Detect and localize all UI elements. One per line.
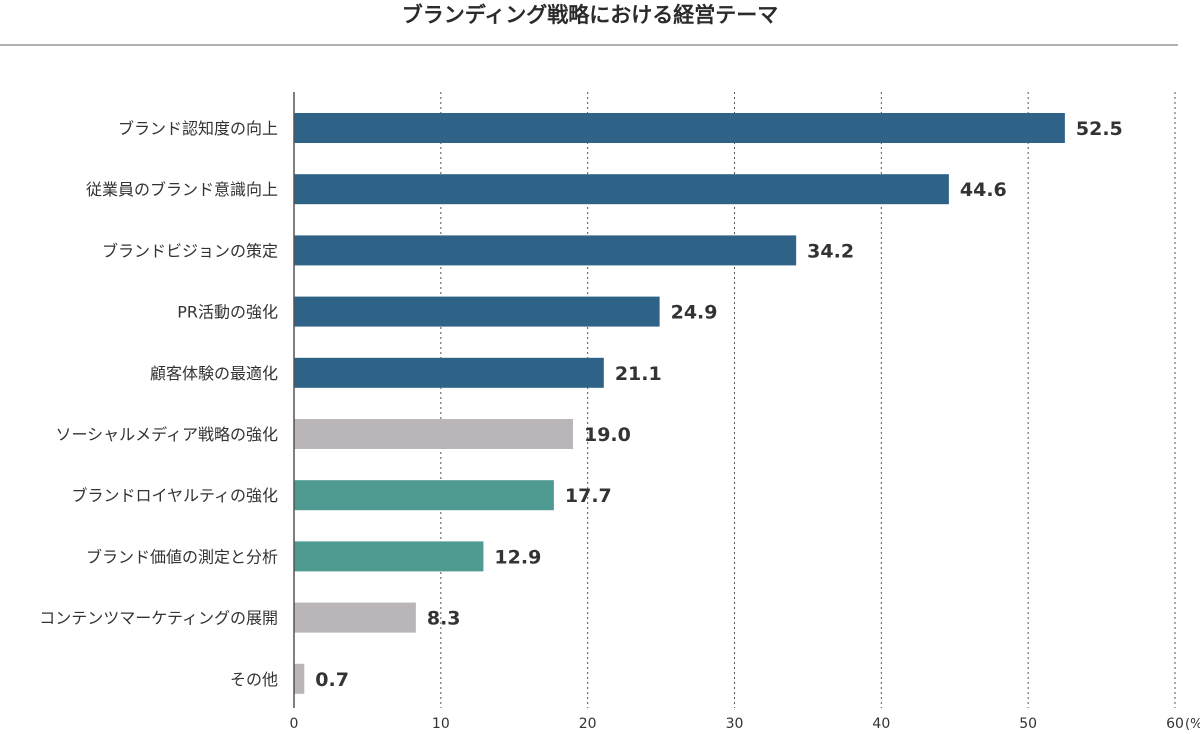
value-label: 34.2 xyxy=(807,240,854,262)
category-label: ブランド価値の測定と分析 xyxy=(86,547,278,566)
bars: 52.5 44.6 34.2 24.9 21.1 19.0 17.7 12.9 8.3 0.7 xyxy=(294,113,1123,694)
x-tick-label: 30 xyxy=(726,716,744,732)
x-tick-label: 10 xyxy=(432,716,450,732)
value-label: 24.9 xyxy=(671,302,718,324)
value-label: 21.1 xyxy=(615,363,662,385)
category-label: PR活動の強化 xyxy=(177,303,278,322)
value-label: 44.6 xyxy=(960,179,1007,201)
category-label: ブランドビジョンの策定 xyxy=(102,241,278,260)
value-label: 0.7 xyxy=(315,669,349,691)
chart-title: ブランディング戦略における経営テーマ xyxy=(402,3,779,27)
x-tick-label: 0 xyxy=(290,716,299,732)
x-axis: 0 10 20 30 40 50 60(%) xyxy=(290,92,1200,732)
value-label: 19.0 xyxy=(584,424,631,446)
x-tick-label: 40 xyxy=(872,716,890,732)
value-label: 17.7 xyxy=(565,485,612,507)
bar xyxy=(294,419,573,449)
bar xyxy=(294,113,1065,143)
category-label: その他 xyxy=(230,670,278,689)
category-label: 従業員のブランド意識向上 xyxy=(86,180,278,199)
value-label: 52.5 xyxy=(1076,118,1123,140)
x-tick-label: 50 xyxy=(1019,716,1037,732)
category-label: ソーシャルメディア戦略の強化 xyxy=(55,425,278,444)
category-label: ブランド認知度の向上 xyxy=(118,119,278,138)
x-tick-label: 20 xyxy=(579,716,597,732)
bar xyxy=(294,235,797,266)
x-tick-label: 60 xyxy=(1166,716,1184,732)
bar xyxy=(294,480,554,511)
category-label: 顧客体験の最適化 xyxy=(150,364,278,383)
bar xyxy=(294,602,416,633)
bar xyxy=(294,663,305,694)
value-label: 12.9 xyxy=(494,546,541,568)
category-label: ブランドロイヤルティの強化 xyxy=(71,486,278,505)
category-label: コンテンツマーケティングの展開 xyxy=(39,609,278,628)
bar xyxy=(294,541,484,572)
unit-label: (%) xyxy=(1185,717,1200,732)
bar xyxy=(294,174,949,205)
bar xyxy=(294,357,604,388)
bar xyxy=(294,296,660,327)
value-label: 8.3 xyxy=(427,608,461,630)
